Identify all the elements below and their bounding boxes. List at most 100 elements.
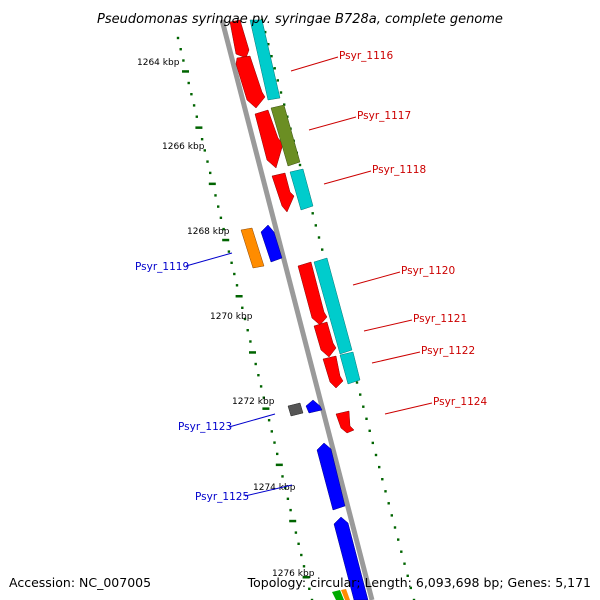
gene-arrow[interactable] xyxy=(271,172,295,213)
leader-line xyxy=(228,413,276,428)
gene-arrow[interactable] xyxy=(335,410,355,434)
ruler-dot xyxy=(176,36,180,40)
cog-arrow[interactable] xyxy=(240,227,265,269)
cog-arrow[interactable] xyxy=(313,257,353,355)
gene-arrow[interactable] xyxy=(260,224,283,263)
ruler-dot xyxy=(368,429,371,432)
ruler-dot xyxy=(317,236,321,239)
inner-ruler xyxy=(176,36,314,600)
gene-arrow[interactable] xyxy=(333,516,369,600)
ruler-label: 1264 kbp xyxy=(137,58,180,68)
ruler-dot xyxy=(241,306,244,309)
gene-label[interactable]: Psyr_1116 xyxy=(339,50,393,62)
ruler-dot xyxy=(300,553,303,557)
gene-arrow[interactable] xyxy=(297,261,328,326)
ruler-dot xyxy=(355,381,359,384)
ruler-dot xyxy=(179,48,182,51)
gene-label[interactable]: Psyr_1124 xyxy=(433,396,487,408)
ruler-dot xyxy=(257,374,260,377)
ruler-label: 1274 kbp xyxy=(253,483,296,493)
ruler-label: 1272 kbp xyxy=(232,397,275,407)
gene-label[interactable]: Psyr_1120 xyxy=(401,265,455,277)
leader-line xyxy=(185,252,233,267)
ruler-dot xyxy=(311,212,314,215)
cog-arrow[interactable] xyxy=(287,402,304,417)
gene-arrow[interactable] xyxy=(313,321,337,358)
ruler-dot xyxy=(203,149,206,152)
forward-cog-features xyxy=(249,19,361,385)
ruler-dot xyxy=(283,103,286,106)
forward-strand-features xyxy=(229,19,355,434)
ruler-dot xyxy=(310,598,314,600)
leader-line xyxy=(371,351,421,364)
ruler-dot xyxy=(267,43,270,46)
ruler-label: 1270 kbp xyxy=(210,312,253,322)
ruler-dot xyxy=(219,216,223,219)
ruler-dot xyxy=(409,586,412,590)
ruler-dot xyxy=(187,81,190,85)
ruler-dot xyxy=(284,486,287,489)
ruler-dot xyxy=(279,91,283,94)
leader-line xyxy=(384,402,433,415)
ruler-dot xyxy=(222,227,225,231)
ruler-label: 1268 kbp xyxy=(187,227,230,237)
cog-arrow[interactable] xyxy=(289,168,314,211)
cog-arrow[interactable] xyxy=(249,19,281,101)
gene-label[interactable]: Psyr_1125 xyxy=(195,491,249,503)
gene-arrow[interactable] xyxy=(322,355,344,389)
ruler-dot xyxy=(362,405,365,408)
ruler-dot xyxy=(381,478,384,481)
ruler-dot xyxy=(294,531,298,534)
ruler-dot xyxy=(182,59,185,62)
gene-arrow[interactable] xyxy=(305,399,323,414)
ruler-dot xyxy=(412,598,416,600)
ruler-dot xyxy=(371,441,374,445)
ruler-dot xyxy=(227,250,231,253)
ruler-dot xyxy=(365,417,368,420)
leader-line xyxy=(323,170,372,185)
ruler-dot xyxy=(262,396,265,399)
leader-line xyxy=(352,271,401,286)
gene-label[interactable]: Psyr_1119 xyxy=(135,261,189,273)
ruler-dot xyxy=(217,205,220,208)
ruler-dot xyxy=(374,453,378,457)
gene-labels: Psyr_1116 Psyr_1117 Psyr_1118 Psyr_1119 … xyxy=(135,50,487,503)
gene-label[interactable]: Psyr_1123 xyxy=(178,421,232,433)
ruler-dot xyxy=(264,30,267,34)
ruler-labels: 1264 kbp 1266 kbp 1268 kbp 1270 kbp 1272… xyxy=(137,58,315,579)
ruler-dot xyxy=(195,115,198,118)
genome-summary-text: Topology: circular; Length: 6,093,698 bp… xyxy=(247,575,591,590)
ruler-tick xyxy=(289,519,297,523)
gene-arrow[interactable] xyxy=(229,19,250,59)
accession-text: Accession: NC_007005 xyxy=(9,575,151,590)
cog-arrow[interactable] xyxy=(332,590,344,600)
ruler-dot xyxy=(192,104,196,107)
map-area: 1264 kbp 1266 kbp 1268 kbp 1270 kbp 1272… xyxy=(135,18,487,600)
ruler-dot xyxy=(233,272,236,276)
ruler-dot xyxy=(273,67,276,70)
ruler-label: 1276 kbp xyxy=(272,569,315,579)
ruler-dot xyxy=(273,441,276,444)
ruler-dot xyxy=(246,329,249,332)
gene-label[interactable]: Psyr_1122 xyxy=(421,345,475,357)
gene-label[interactable]: Psyr_1121 xyxy=(413,313,467,325)
ruler-dot xyxy=(209,171,212,175)
gene-label[interactable]: Psyr_1117 xyxy=(357,110,411,122)
cog-arrow[interactable] xyxy=(270,104,301,167)
ruler-dot xyxy=(390,514,393,517)
ruler-tick xyxy=(262,407,270,410)
ruler-dot xyxy=(214,194,217,197)
ruler-dot xyxy=(403,562,406,565)
ruler-dot xyxy=(302,565,306,568)
ruler-dot xyxy=(259,385,263,388)
cog-arrow[interactable] xyxy=(339,351,361,385)
ruler-dot xyxy=(378,465,381,469)
gene-label[interactable]: Psyr_1118 xyxy=(372,164,426,176)
ruler-dot xyxy=(243,317,247,321)
ruler-tick xyxy=(182,70,189,73)
ruler-dot xyxy=(200,138,204,141)
ruler-dot xyxy=(230,261,233,264)
gene-arrow[interactable] xyxy=(316,442,346,511)
cog-arrow[interactable] xyxy=(341,589,350,600)
gene-arrow[interactable] xyxy=(235,55,266,109)
